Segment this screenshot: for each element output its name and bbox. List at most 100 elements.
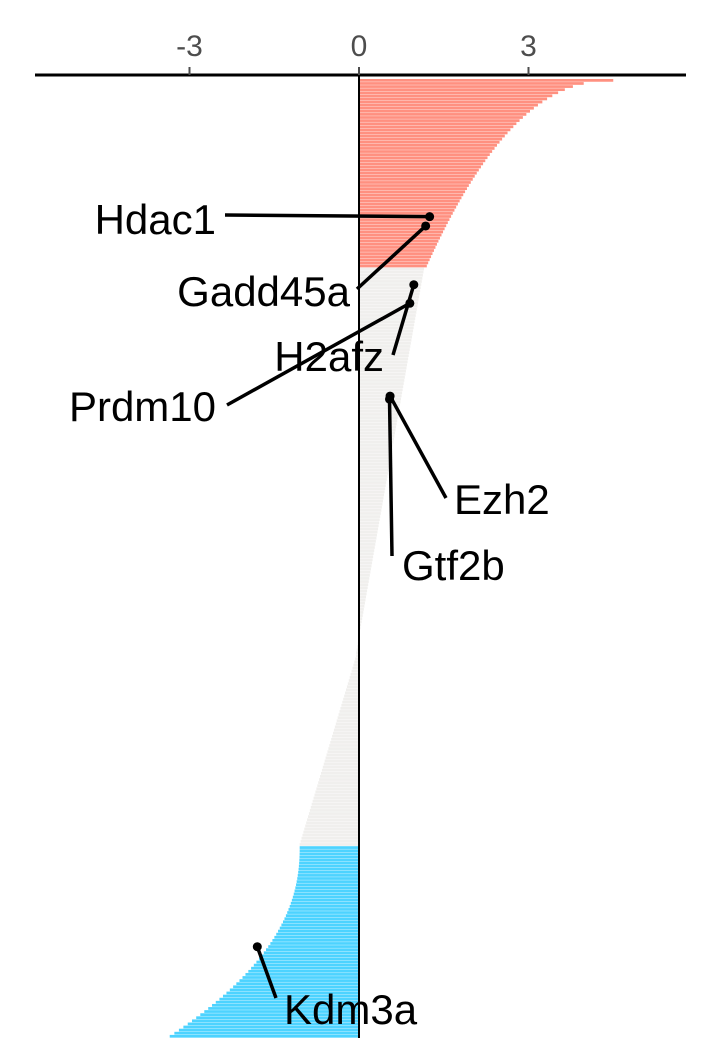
bar-up xyxy=(359,97,548,101)
bar-neutral xyxy=(309,809,359,812)
bar-up xyxy=(359,150,493,153)
bar-neutral xyxy=(359,413,399,416)
bar-down xyxy=(196,1016,359,1020)
bar-neutral xyxy=(359,623,362,627)
bar-down xyxy=(178,1028,359,1032)
bar-neutral xyxy=(359,620,362,624)
gene-leader-line xyxy=(224,213,430,219)
bar-neutral xyxy=(359,570,371,574)
bar-down xyxy=(187,1022,359,1026)
bar-neutral xyxy=(337,716,359,720)
bar-up xyxy=(359,168,479,172)
bar-neutral xyxy=(324,759,359,763)
bar-down xyxy=(215,1000,359,1004)
bar-down xyxy=(299,861,359,865)
bar-neutral xyxy=(313,796,359,800)
bar-neutral xyxy=(338,713,359,716)
bar-neutral xyxy=(347,682,359,685)
bar-up xyxy=(359,196,462,200)
bar-neutral xyxy=(329,744,359,747)
bar-neutral xyxy=(355,657,359,661)
bar-neutral xyxy=(323,762,359,766)
bar-neutral xyxy=(359,301,418,305)
bar-neutral xyxy=(359,372,406,376)
bar-up xyxy=(359,103,538,107)
bar-down xyxy=(251,966,359,970)
bar-up xyxy=(359,261,429,265)
bar-neutral xyxy=(341,703,359,707)
x-tick-label: 3 xyxy=(520,30,537,63)
bar-neutral xyxy=(359,437,394,441)
bar-down xyxy=(258,957,359,961)
bar-neutral xyxy=(332,734,359,738)
bar-neutral xyxy=(359,524,379,528)
bar-up xyxy=(359,134,505,138)
gene-point xyxy=(421,221,431,231)
bar-neutral xyxy=(359,422,397,426)
bar-up xyxy=(359,208,455,212)
bar-down xyxy=(272,939,359,942)
bar-down xyxy=(192,1019,359,1023)
bar-neutral xyxy=(314,793,359,797)
bar-neutral xyxy=(359,416,398,419)
bar-neutral xyxy=(299,843,359,846)
bar-neutral xyxy=(302,833,359,837)
bar-down xyxy=(183,1025,359,1029)
bar-neutral xyxy=(352,666,359,670)
bar-down xyxy=(293,892,359,896)
bar-neutral xyxy=(359,561,373,565)
bar-up xyxy=(359,230,444,234)
bar-neutral xyxy=(359,304,418,308)
bar-up xyxy=(359,109,530,113)
bar-neutral xyxy=(344,694,359,698)
bar-neutral xyxy=(359,338,412,342)
bar-up xyxy=(359,131,508,135)
bar-neutral xyxy=(307,818,359,822)
bar-neutral xyxy=(359,527,379,531)
bar-neutral xyxy=(359,539,376,543)
bar-neutral xyxy=(359,345,411,348)
bar-neutral xyxy=(359,496,384,500)
bar-neutral xyxy=(359,595,367,599)
bar-up xyxy=(359,128,511,132)
bar-neutral xyxy=(359,289,421,293)
bar-neutral xyxy=(350,672,359,676)
bar-neutral xyxy=(359,577,370,580)
bar-down xyxy=(289,904,359,908)
bar-neutral xyxy=(359,555,374,559)
bar-down xyxy=(204,1010,359,1013)
bar-neutral xyxy=(359,267,424,271)
bar-neutral xyxy=(359,558,373,562)
bar-neutral xyxy=(359,530,378,534)
bar-neutral xyxy=(359,493,385,497)
bar-up xyxy=(359,184,469,187)
gene-leader-line xyxy=(388,395,448,499)
bar-down xyxy=(291,898,359,902)
bar-neutral xyxy=(359,552,374,556)
bar-neutral xyxy=(316,787,359,791)
bar-neutral xyxy=(340,706,359,710)
bar-up xyxy=(359,255,432,259)
bar-neutral xyxy=(359,456,391,460)
bar-down xyxy=(295,886,359,890)
bar-up xyxy=(359,202,458,206)
bar-neutral xyxy=(359,320,415,324)
bar-neutral xyxy=(359,366,407,370)
bar-neutral xyxy=(359,490,385,494)
bar-neutral xyxy=(359,471,388,475)
bar-neutral xyxy=(317,784,359,788)
bar-neutral xyxy=(359,484,386,487)
bar-neutral xyxy=(306,821,359,825)
bar-down xyxy=(253,963,359,967)
bar-neutral xyxy=(359,614,363,617)
bar-neutral xyxy=(348,679,359,682)
gene-label-hdac1: Hdac1 xyxy=(95,196,216,243)
bar-neutral xyxy=(359,462,390,466)
bar-down xyxy=(256,960,359,964)
bar-neutral xyxy=(305,824,359,828)
bar-down xyxy=(212,1003,359,1007)
bar-up xyxy=(359,79,614,82)
gene-label-h2afz: H2afz xyxy=(274,333,384,380)
bar-up xyxy=(359,218,450,221)
